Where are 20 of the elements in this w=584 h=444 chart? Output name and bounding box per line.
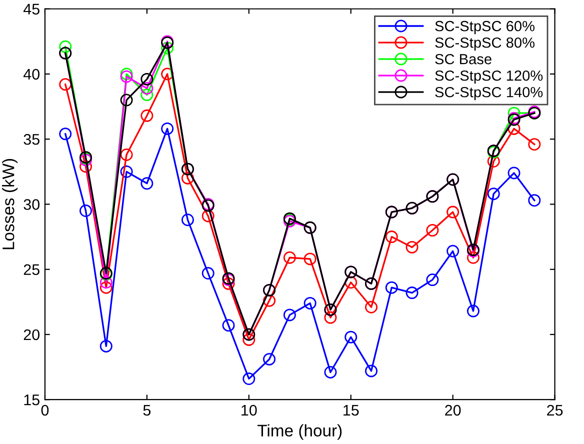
x-tick-label: 10 — [242, 404, 257, 416]
y-tick-label: 40 — [23, 68, 40, 80]
legend-label: SC-StpSC 60% — [435, 20, 535, 34]
x-tick-label: 15 — [344, 405, 359, 416]
y-tick-label: 15 — [24, 394, 40, 406]
y-tick-label: 45 — [23, 4, 40, 15]
legend-label: SC Base — [435, 54, 492, 64]
x-tick-label: 20 — [445, 404, 461, 416]
legend-label: SC-StpSC 120% — [435, 70, 543, 84]
y-axis-title: Losses (kW) — [2, 158, 18, 250]
legend-label: SC-StpSC 80% — [435, 37, 535, 51]
x-tick-label: 0 — [41, 404, 49, 416]
y-tick-label: 30 — [24, 199, 40, 210]
y-tick-label: 20 — [24, 329, 40, 340]
y-tick-label: 35 — [24, 134, 40, 145]
y-tick-label: 25 — [24, 264, 40, 276]
x-tick-label: 5 — [143, 405, 151, 416]
x-axis-title: Time (hour) — [258, 424, 342, 440]
legend-label: SC-StpSC 140% — [435, 86, 543, 100]
x-tick-label: 25 — [547, 404, 563, 416]
